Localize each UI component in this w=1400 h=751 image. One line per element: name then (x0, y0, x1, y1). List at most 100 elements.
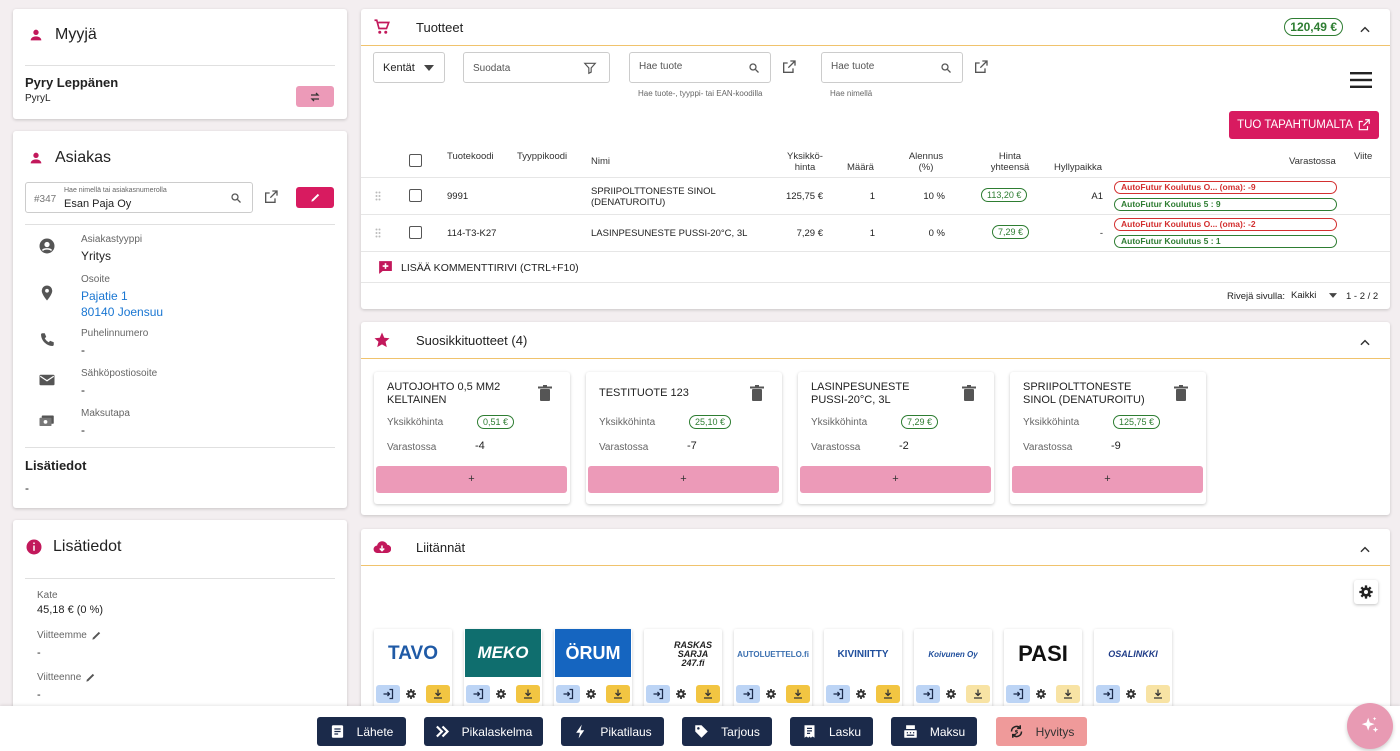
refund-button[interactable]: $ Hyvitys (996, 717, 1087, 746)
col-ref[interactable]: Viite (1354, 151, 1373, 162)
row-discount[interactable]: 10 % (923, 191, 945, 202)
integration-login-button[interactable] (376, 685, 400, 703)
gear-icon[interactable] (405, 688, 417, 700)
col-stock[interactable]: Varastossa (1289, 156, 1336, 167)
favorite-price-label: Yksikköhinta (599, 417, 656, 428)
integration-download-button[interactable] (1146, 685, 1170, 703)
assistant-fab[interactable] (1347, 703, 1393, 749)
row-unit-price[interactable]: 7,29 € (796, 228, 823, 239)
col-code[interactable]: Tuotekoodi (447, 151, 494, 162)
trash-icon[interactable] (1174, 385, 1188, 401)
col-type[interactable]: Tyyppikoodi (517, 151, 568, 162)
customer-phone: Puhelinnumero - (81, 328, 148, 357)
drag-handle-icon[interactable] (375, 191, 381, 201)
row-checkbox[interactable] (409, 226, 422, 239)
add-comment-row-button[interactable]: LISÄÄ KOMMENTTIRIVI (CTRL+F10) (377, 259, 579, 276)
integration-login-button[interactable] (736, 685, 760, 703)
col-discount[interactable]: Alennus (%) (906, 151, 946, 173)
search-icon[interactable] (748, 62, 760, 74)
our-ref[interactable]: Viitteemme (37, 630, 102, 641)
favorites-header[interactable]: Suosikkituotteet (4) (361, 322, 1390, 359)
edit-customer-button[interactable] (296, 187, 334, 208)
integration-login-button[interactable] (556, 685, 580, 703)
row-qty[interactable]: 1 (869, 228, 875, 239)
row-qty[interactable]: 1 (869, 191, 875, 202)
quick-order-button[interactable]: Pikatilaus (561, 717, 664, 746)
integration-download-button[interactable] (1056, 685, 1080, 703)
customer-search-input[interactable]: #347 Hae nimellä tai asiakasnumerolla Es… (25, 182, 253, 213)
trash-icon[interactable] (962, 385, 976, 401)
open-external-icon[interactable] (781, 59, 797, 75)
integrations-header[interactable]: Liitännät (361, 529, 1390, 566)
chevron-up-icon[interactable] (1356, 21, 1374, 39)
products-header[interactable]: Tuotteet 120,49 € (361, 9, 1390, 46)
open-external-icon[interactable] (263, 189, 279, 205)
drag-handle-icon[interactable] (375, 228, 381, 238)
trash-icon[interactable] (538, 385, 552, 401)
row-discount[interactable]: 0 % (928, 228, 945, 239)
integration-download-button[interactable] (516, 685, 540, 703)
your-ref[interactable]: Viitteenne (37, 672, 96, 683)
gear-icon[interactable] (1035, 688, 1047, 700)
col-name[interactable]: Nimi (591, 156, 610, 167)
add-favorite-button[interactable]: + (376, 466, 567, 493)
fields-select[interactable]: Kentät (373, 52, 445, 83)
select-all-checkbox[interactable] (409, 154, 422, 167)
integration-download-button[interactable] (606, 685, 630, 703)
gear-icon[interactable] (945, 688, 957, 700)
open-external-icon[interactable] (973, 59, 989, 75)
integrations-settings-button[interactable] (1354, 580, 1378, 604)
col-total[interactable]: Hinta yhteensä (985, 151, 1035, 173)
product-code-search-input[interactable]: Hae tuote (629, 52, 771, 83)
row-checkbox[interactable] (409, 189, 422, 202)
search-icon[interactable] (230, 192, 242, 204)
col-qty[interactable]: Määrä (847, 162, 874, 173)
search-icon[interactable] (940, 62, 952, 74)
offer-button[interactable]: Tarjous (682, 717, 772, 746)
trash-icon[interactable] (750, 385, 764, 401)
add-favorite-button[interactable]: + (588, 466, 779, 493)
col-shelf[interactable]: Hyllypaikka (1054, 162, 1103, 173)
gear-icon[interactable] (585, 688, 597, 700)
integration-login-button[interactable] (1006, 685, 1030, 703)
row-unit-price[interactable]: 125,75 € (786, 191, 823, 202)
integration-login-button[interactable] (466, 685, 490, 703)
payment-button[interactable]: Maksu (891, 717, 977, 746)
pencil-icon[interactable] (85, 672, 96, 683)
switch-seller-button[interactable] (296, 86, 334, 107)
filter-input[interactable]: Suodata (463, 52, 610, 83)
col-unit-price[interactable]: Yksikkö-hinta (785, 151, 825, 173)
gear-icon[interactable] (765, 688, 777, 700)
delivery-note-button[interactable]: Lähete (317, 717, 406, 746)
integration-download-button[interactable] (876, 685, 900, 703)
rows-per-page-select[interactable]: Kaikki (1291, 290, 1338, 301)
hamburger-menu-icon[interactable] (1350, 71, 1372, 89)
chevron-up-icon[interactable] (1356, 334, 1374, 352)
quick-calculation-button[interactable]: Pikalaskelma (424, 717, 543, 746)
customer-card: Asiakas #347 Hae nimellä tai asiakasnume… (13, 131, 347, 508)
pencil-icon[interactable] (91, 630, 102, 641)
chevron-up-icon[interactable] (1356, 541, 1374, 559)
integration-login-button[interactable] (1096, 685, 1120, 703)
gear-icon[interactable] (495, 688, 507, 700)
gear-icon[interactable] (1125, 688, 1137, 700)
customer-address-line1[interactable]: Pajatie 1 (81, 289, 128, 303)
filter-icon[interactable] (583, 61, 597, 75)
add-favorite-button[interactable]: + (1012, 466, 1203, 493)
cloud-download-icon (373, 538, 391, 556)
add-favorite-button[interactable]: + (800, 466, 991, 493)
customer-address-line2[interactable]: 80140 Joensuu (81, 305, 164, 319)
customer-title-text: Asiakas (55, 149, 112, 166)
integration-login-button[interactable] (916, 685, 940, 703)
gear-icon[interactable] (855, 688, 867, 700)
integration-login-button[interactable] (646, 685, 670, 703)
integration-download-button[interactable] (786, 685, 810, 703)
integration-login-button[interactable] (826, 685, 850, 703)
integration-download-button[interactable] (696, 685, 720, 703)
import-from-event-button[interactable]: TUO TAPAHTUMALTA (1229, 111, 1379, 139)
invoice-button[interactable]: Lasku (790, 717, 873, 746)
product-name-search-input[interactable]: Hae tuote (821, 52, 963, 83)
gear-icon[interactable] (675, 688, 687, 700)
integration-download-button[interactable] (426, 685, 450, 703)
integration-download-button[interactable] (966, 685, 990, 703)
